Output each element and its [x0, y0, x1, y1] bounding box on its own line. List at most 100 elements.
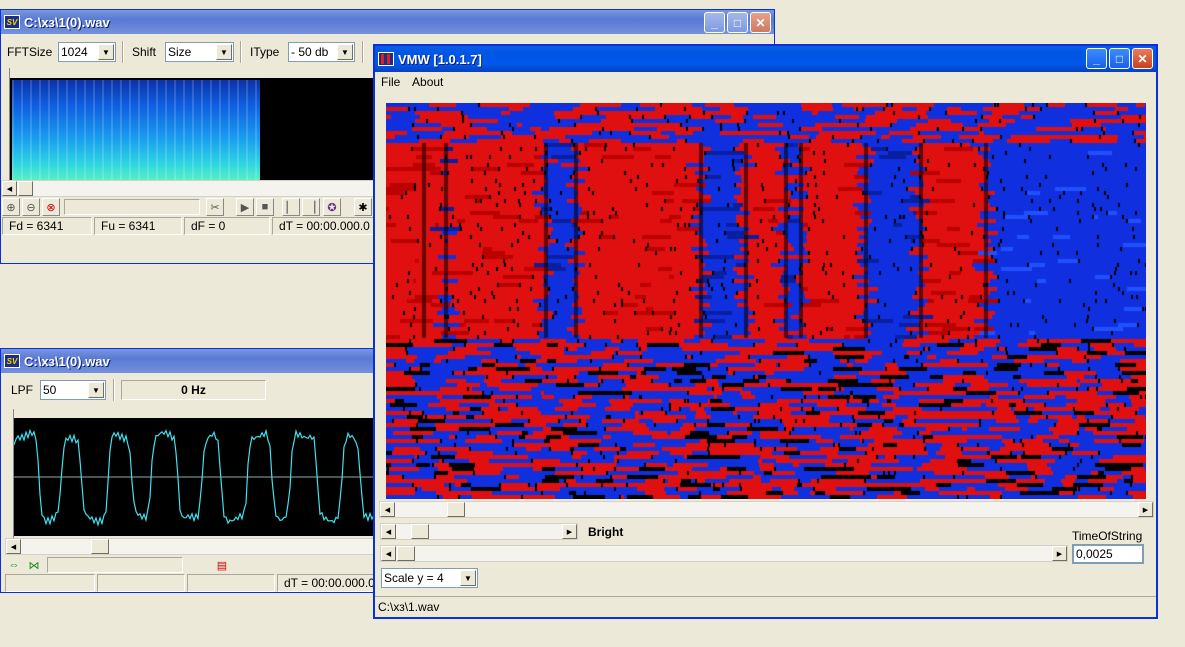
itype-select[interactable]: - 50 db ▼ [288, 42, 355, 62]
fftsize-select[interactable]: 1024 ▼ [58, 42, 116, 62]
toolbar-separator [122, 41, 124, 63]
play-icon[interactable]: ▶ [236, 198, 254, 216]
vmw-statusbar: C:\хз\1.wav [375, 596, 1156, 617]
waveform-window: SV C:\хз\1(0).wav LPF 50 ▼ 0 Hz ◀ ⇔ ⋈ ▤ … [0, 348, 390, 593]
status-dt: dT = 00:00.000.0 [277, 574, 387, 592]
position-field [47, 557, 183, 573]
status-cell [97, 574, 185, 592]
expand-icon[interactable]: ⇔ [5, 556, 23, 574]
vmw-window: VMW [1.0.1.7] _ □ ✕ File About ◀ ▶ ◀ ▶ B… [373, 44, 1158, 619]
scale-y-select[interactable]: Scale y = 4 ▼ [381, 568, 478, 588]
status-df: dF = 0 [184, 217, 270, 235]
scroll-thumb[interactable] [91, 539, 109, 554]
frequency-display: 0 Hz [121, 380, 266, 400]
maximize-button[interactable]: □ [727, 12, 748, 33]
spectrum-window-title: C:\хз\1(0).wav [24, 15, 110, 30]
status-fd: Fd = 6341 [2, 217, 92, 235]
dropdown-arrow-icon[interactable]: ▼ [460, 570, 476, 586]
zoom-out-icon[interactable]: ⊖ [22, 198, 40, 216]
frequency-display-value: 0 Hz [181, 383, 206, 397]
fftsize-value: 1024 [61, 45, 88, 59]
shift-label: Shift [132, 45, 156, 59]
star-icon[interactable]: ✱ [354, 198, 372, 216]
status-cell [187, 574, 275, 592]
scale-y-value: Scale y = 4 [384, 571, 444, 585]
lpf-select[interactable]: 50 ▼ [40, 380, 106, 400]
shift-value: Size [168, 45, 191, 59]
status-cell [5, 574, 95, 592]
vmw-window-title: VMW [1.0.1.7] [398, 52, 482, 67]
scroll-right-arrow-icon[interactable]: ▶ [1138, 502, 1153, 517]
spectrum-hscrollbar[interactable]: ◀ [1, 180, 376, 197]
fftsize-label: FFTSize [7, 45, 52, 59]
lpf-value: 50 [43, 383, 56, 397]
sv-app-icon: SV [4, 15, 20, 29]
menubar: File About [381, 75, 452, 89]
bright-slider[interactable]: ◀ ▶ [380, 523, 578, 540]
marker-right-icon[interactable]: ▕ [302, 198, 320, 216]
time-of-string-value: 0,0025 [1076, 547, 1113, 561]
vmw-window-titlebar[interactable]: VMW [1.0.1.7] _ □ ✕ [375, 46, 1156, 72]
scroll-thumb[interactable] [18, 181, 33, 196]
spectrum-left-ruler [1, 68, 10, 182]
zoom-in-icon[interactable]: ⊕ [2, 198, 20, 216]
position-field [64, 199, 200, 215]
dropdown-arrow-icon[interactable]: ▼ [98, 44, 114, 60]
waveform-view[interactable] [14, 418, 376, 536]
scroll-left-arrow-icon[interactable]: ◀ [381, 546, 396, 561]
status-dt: dT = 00:00.000.0 [272, 217, 382, 235]
waveform-hscrollbar[interactable]: ◀ [5, 538, 377, 555]
scroll-right-arrow-icon[interactable]: ▶ [562, 524, 577, 539]
vmw-app-icon [378, 52, 394, 66]
bright-slider-thumb[interactable] [411, 524, 429, 539]
collapse-icon[interactable]: ⋈ [25, 556, 43, 574]
status-file-path: C:\хз\1.wav [378, 600, 439, 614]
menu-about[interactable]: About [412, 75, 443, 89]
dropdown-arrow-icon[interactable]: ▼ [88, 382, 104, 398]
time-of-string-input[interactable]: 0,0025 [1072, 544, 1144, 564]
waveform-plot [14, 418, 376, 536]
itype-label: IType [250, 45, 279, 59]
waveform-trace [14, 431, 376, 525]
status-fu: Fu = 6341 [94, 217, 182, 235]
spectrogram-signal [12, 80, 260, 180]
time-slider[interactable]: ◀ ▶ [380, 545, 1068, 562]
spectrogram-view[interactable] [10, 78, 376, 182]
dropdown-arrow-icon[interactable]: ▼ [216, 44, 232, 60]
scroll-thumb[interactable] [447, 502, 465, 517]
stop-icon[interactable]: ■ [256, 198, 274, 216]
spectrum-window-titlebar[interactable]: SV C:\хз\1(0).wav _ □ ✕ [1, 10, 774, 34]
scroll-left-arrow-icon[interactable]: ◀ [380, 502, 395, 517]
vmw-display-hscrollbar[interactable]: ◀ ▶ [379, 501, 1154, 518]
waveform-window-titlebar[interactable]: SV C:\хз\1(0).wav [1, 349, 389, 373]
grid-icon[interactable]: ▤ [213, 556, 231, 574]
vmw-spectrogram [386, 103, 1146, 499]
settings-icon[interactable]: ✪ [323, 198, 341, 216]
bright-label: Bright [588, 525, 623, 539]
cut-icon[interactable]: ✂ [206, 198, 224, 216]
vmw-display[interactable] [386, 103, 1146, 499]
close-button[interactable]: ✕ [1132, 48, 1153, 69]
shift-select[interactable]: Size ▼ [165, 42, 234, 62]
zoom-reset-icon[interactable]: ⊗ [42, 198, 60, 216]
scroll-right-arrow-icon[interactable]: ▶ [1052, 546, 1067, 561]
scroll-left-arrow-icon[interactable]: ◀ [2, 181, 17, 196]
lpf-label: LPF [11, 383, 33, 397]
marker-left-icon[interactable]: ▏ [282, 198, 300, 216]
toolbar-separator [362, 41, 364, 63]
dropdown-arrow-icon[interactable]: ▼ [337, 44, 353, 60]
scroll-left-arrow-icon[interactable]: ◀ [6, 539, 21, 554]
scroll-left-arrow-icon[interactable]: ◀ [381, 524, 396, 539]
toolbar-separator [113, 379, 115, 401]
minimize-button[interactable]: _ [704, 12, 725, 33]
waveform-left-ruler [1, 409, 14, 539]
toolbar-separator [240, 41, 242, 63]
menu-file[interactable]: File [381, 75, 400, 89]
itype-value: - 50 db [291, 45, 328, 59]
maximize-button[interactable]: □ [1109, 48, 1130, 69]
minimize-button[interactable]: _ [1086, 48, 1107, 69]
waveform-window-title: C:\хз\1(0).wav [24, 354, 110, 369]
time-slider-thumb[interactable] [397, 546, 415, 561]
close-button[interactable]: ✕ [750, 12, 771, 33]
time-of-string-label: TimeOfString [1072, 529, 1142, 543]
